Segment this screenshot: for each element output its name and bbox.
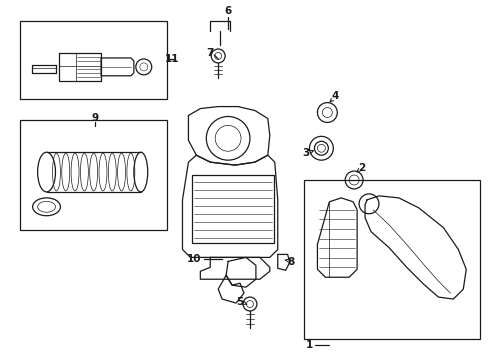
- Bar: [20, 121, 166, 230]
- Bar: [303, 180, 479, 339]
- Text: 6: 6: [224, 6, 231, 16]
- Bar: [192, 175, 273, 243]
- Text: 10: 10: [187, 255, 201, 264]
- Text: 9: 9: [91, 113, 99, 123]
- Text: 7: 7: [206, 48, 214, 58]
- Bar: [20, 21, 166, 99]
- Text: 2: 2: [358, 163, 365, 173]
- Text: 1: 1: [305, 340, 312, 350]
- Text: 11: 11: [165, 54, 180, 64]
- Text: 8: 8: [286, 257, 294, 267]
- Text: 5: 5: [236, 297, 243, 307]
- Text: 4: 4: [331, 91, 338, 101]
- Text: 3: 3: [301, 148, 308, 158]
